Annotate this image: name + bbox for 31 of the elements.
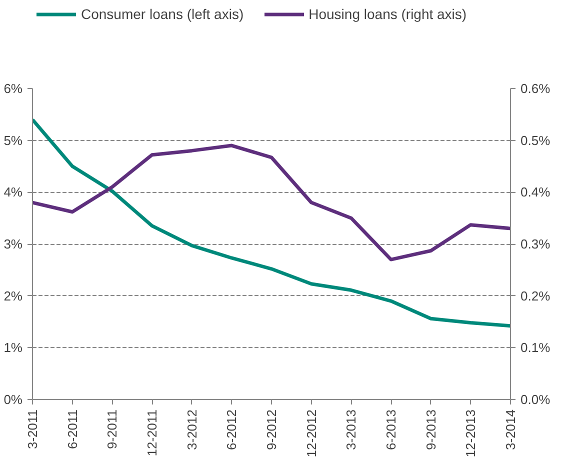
x-tick-label: 3-2013 bbox=[344, 409, 359, 450]
line-series bbox=[32, 144, 510, 262]
y-tick-label: 0% bbox=[4, 392, 23, 407]
x-tick-label: 12-2012 bbox=[304, 409, 319, 458]
y2-tick-label: 0.3% bbox=[520, 236, 551, 252]
x-tick-label: 3-2011 bbox=[25, 410, 40, 450]
x-tick-label: 6-2011 bbox=[64, 410, 80, 450]
x-tick-label: 6-2012 bbox=[224, 409, 240, 450]
y-tick-label: 2% bbox=[4, 288, 23, 304]
y-tick-label: 1% bbox=[4, 340, 23, 356]
y-tick-label: 6% bbox=[4, 81, 23, 96]
y2-tick-label: 0.5% bbox=[520, 132, 551, 148]
y2-tick-label: 0.2% bbox=[520, 288, 551, 304]
legend-label: Housing loans (right axis) bbox=[308, 6, 467, 22]
y-tick-label: 3% bbox=[4, 236, 23, 252]
y2-tick-label: 0.0% bbox=[520, 392, 551, 407]
x-tick-label: 9-2013 bbox=[423, 409, 438, 450]
x-tick-label: 3-2014 bbox=[503, 409, 518, 450]
y-tick-label: 4% bbox=[4, 184, 23, 200]
x-tick-label: 9-2011 bbox=[104, 410, 120, 450]
legend-label: Consumer loans (left axis) bbox=[81, 6, 244, 22]
x-tick-label: 6-2013 bbox=[384, 409, 398, 450]
x-tick-label: 12-2013 bbox=[463, 409, 478, 458]
x-tick-label: 9-2012 bbox=[264, 409, 279, 450]
y2-tick-label: 0.6% bbox=[520, 81, 551, 96]
y2-tick-label: 0.1% bbox=[520, 340, 551, 356]
line-series bbox=[32, 118, 510, 328]
y-tick-label: 5% bbox=[4, 132, 23, 148]
x-tick-label: 3-2012 bbox=[184, 409, 200, 450]
y2-tick-label: 0.4% bbox=[520, 184, 551, 200]
x-tick-label: 12-2011 bbox=[144, 409, 160, 456]
